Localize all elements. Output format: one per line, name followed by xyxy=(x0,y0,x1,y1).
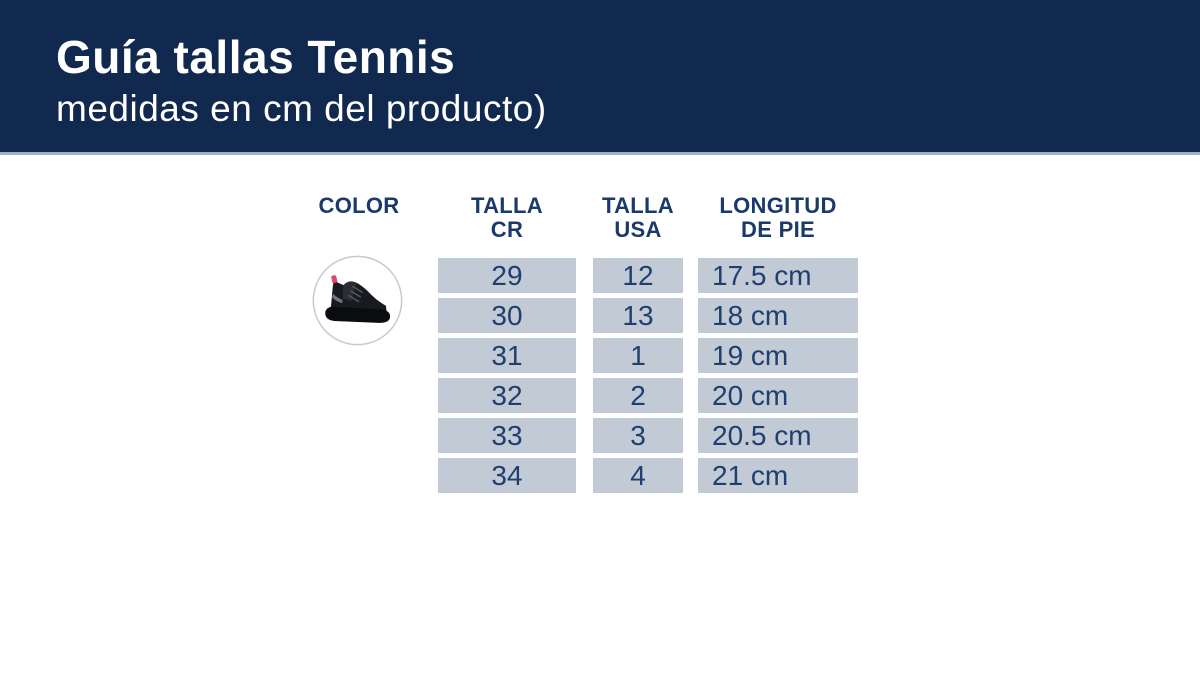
column-header-color: COLOR xyxy=(300,194,418,218)
column-header-talla-usa: TALLA USA xyxy=(602,193,674,242)
table-cell-talla-usa: 2 xyxy=(593,378,683,413)
table-column-talla-usa: 12 13 1 2 3 4 xyxy=(593,258,683,493)
table-cell-longitud-de-pie: 18 cm xyxy=(698,298,858,333)
column-header-longitud-de-pie: LONGITUD DE PIE xyxy=(719,193,837,242)
column-header-color-label: COLOR xyxy=(318,193,400,218)
column-header-talla-cr: TALLA CR xyxy=(471,193,543,242)
table-cell-longitud-de-pie: 20 cm xyxy=(698,378,858,413)
table-cell-longitud-de-pie: 21 cm xyxy=(698,458,858,493)
table-cell-talla-usa: 13 xyxy=(593,298,683,333)
table-cell-longitud-de-pie: 20.5 cm xyxy=(698,418,858,453)
table-cell-talla-usa: 3 xyxy=(593,418,683,453)
header-banner: Guía tallas Tennis medidas en cm del pro… xyxy=(0,0,1200,155)
page-subtitle: medidas en cm del producto) xyxy=(56,88,547,129)
table-cell-talla-cr: 29 xyxy=(438,258,576,293)
table-column-talla-cr: 29 30 31 32 33 34 xyxy=(438,258,576,493)
table-cell-longitud-de-pie: 19 cm xyxy=(698,338,858,373)
table-cell-talla-usa: 1 xyxy=(593,338,683,373)
table-cell-talla-cr: 30 xyxy=(438,298,576,333)
table-cell-longitud-de-pie: 17.5 cm xyxy=(698,258,858,293)
table-column-longitud: 17.5 cm 18 cm 19 cm 20 cm 20.5 cm 21 cm xyxy=(698,258,858,493)
table-cell-talla-cr: 34 xyxy=(438,458,576,493)
table-cell-talla-usa: 4 xyxy=(593,458,683,493)
table-cell-talla-cr: 32 xyxy=(438,378,576,413)
table-cell-talla-cr: 33 xyxy=(438,418,576,453)
page-title: Guía tallas Tennis xyxy=(56,31,456,83)
table-cell-talla-cr: 31 xyxy=(438,338,576,373)
product-photo xyxy=(311,254,404,347)
black-tennis-shoe-icon xyxy=(312,255,403,346)
table-cell-talla-usa: 12 xyxy=(593,258,683,293)
